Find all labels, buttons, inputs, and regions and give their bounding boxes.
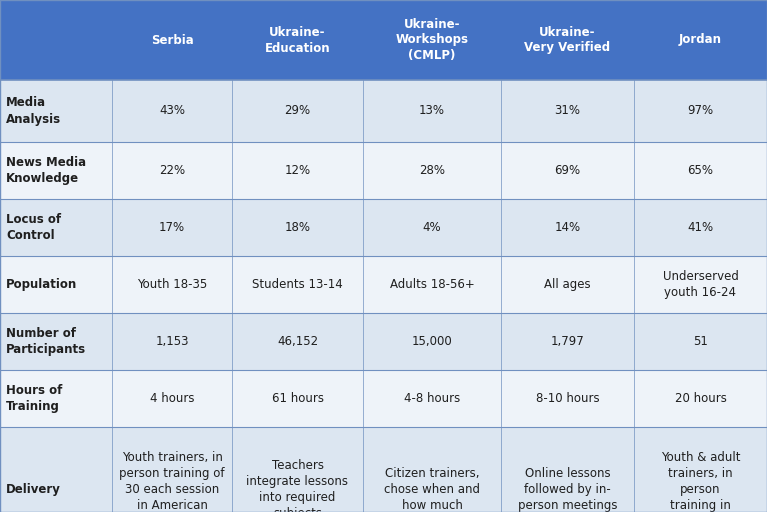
Text: 43%: 43% bbox=[159, 104, 185, 117]
Text: Population: Population bbox=[6, 278, 77, 291]
Bar bbox=[0, 427, 767, 512]
Text: Jordan: Jordan bbox=[679, 33, 722, 47]
Text: Ukraine-
Workshops
(CMLP): Ukraine- Workshops (CMLP) bbox=[396, 17, 469, 62]
Text: Ukraine-
Very Verified: Ukraine- Very Verified bbox=[525, 26, 611, 54]
Text: Locus of
Control: Locus of Control bbox=[6, 213, 61, 242]
Text: 51: 51 bbox=[693, 335, 708, 348]
Text: 13%: 13% bbox=[419, 104, 445, 117]
Text: 69%: 69% bbox=[555, 164, 581, 177]
Text: 12%: 12% bbox=[285, 164, 311, 177]
Bar bbox=[0, 0, 112, 80]
Text: 4 hours: 4 hours bbox=[150, 392, 194, 405]
Bar bbox=[0, 199, 767, 256]
Text: 15,000: 15,000 bbox=[412, 335, 453, 348]
Text: Youth trainers, in
person training of
30 each session
in American
Corners: Youth trainers, in person training of 30… bbox=[119, 451, 225, 512]
Text: 29%: 29% bbox=[285, 104, 311, 117]
Text: 8-10 hours: 8-10 hours bbox=[535, 392, 599, 405]
Text: Online lessons
followed by in-
person meetings: Online lessons followed by in- person me… bbox=[518, 467, 617, 512]
Text: News Media
Knowledge: News Media Knowledge bbox=[6, 156, 86, 185]
Text: 22%: 22% bbox=[159, 164, 185, 177]
Text: Serbia: Serbia bbox=[150, 33, 193, 47]
Text: 31%: 31% bbox=[555, 104, 581, 117]
Text: 14%: 14% bbox=[555, 221, 581, 234]
Bar bbox=[634, 0, 767, 80]
Text: Citizen trainers,
chose when and
how much: Citizen trainers, chose when and how muc… bbox=[384, 467, 480, 512]
Text: Number of
Participants: Number of Participants bbox=[6, 327, 86, 356]
Bar bbox=[0, 370, 767, 427]
Text: Underserved
youth 16-24: Underserved youth 16-24 bbox=[663, 270, 739, 299]
Bar bbox=[0, 256, 767, 313]
Text: Hours of
Training: Hours of Training bbox=[6, 384, 62, 413]
Text: 41%: 41% bbox=[687, 221, 713, 234]
Bar bbox=[232, 0, 363, 80]
Text: 61 hours: 61 hours bbox=[272, 392, 324, 405]
Text: Media
Analysis: Media Analysis bbox=[6, 96, 61, 125]
Text: Adults 18-56+: Adults 18-56+ bbox=[390, 278, 474, 291]
Text: 97%: 97% bbox=[687, 104, 713, 117]
Text: 4%: 4% bbox=[423, 221, 441, 234]
Text: Youth & adult
trainers, in
person
training in
CSOs: Youth & adult trainers, in person traini… bbox=[660, 451, 740, 512]
Text: 46,152: 46,152 bbox=[277, 335, 318, 348]
Text: Teachers
integrate lessons
into required
subjects: Teachers integrate lessons into required… bbox=[246, 459, 348, 512]
Text: 1,153: 1,153 bbox=[155, 335, 189, 348]
Text: Students 13-14: Students 13-14 bbox=[252, 278, 343, 291]
Bar bbox=[0, 142, 767, 199]
Text: 28%: 28% bbox=[419, 164, 445, 177]
Text: Youth 18-35: Youth 18-35 bbox=[137, 278, 207, 291]
Bar bbox=[0, 80, 767, 142]
Bar bbox=[501, 0, 634, 80]
Text: 1,797: 1,797 bbox=[551, 335, 584, 348]
Text: 20 hours: 20 hours bbox=[674, 392, 726, 405]
Text: 17%: 17% bbox=[159, 221, 185, 234]
Bar bbox=[363, 0, 501, 80]
Text: Ukraine-
Education: Ukraine- Education bbox=[265, 26, 331, 54]
Text: 18%: 18% bbox=[285, 221, 311, 234]
Bar bbox=[112, 0, 232, 80]
Bar bbox=[0, 313, 767, 370]
Text: 4-8 hours: 4-8 hours bbox=[404, 392, 460, 405]
Text: Delivery: Delivery bbox=[6, 483, 61, 496]
Text: All ages: All ages bbox=[545, 278, 591, 291]
Text: 65%: 65% bbox=[687, 164, 713, 177]
